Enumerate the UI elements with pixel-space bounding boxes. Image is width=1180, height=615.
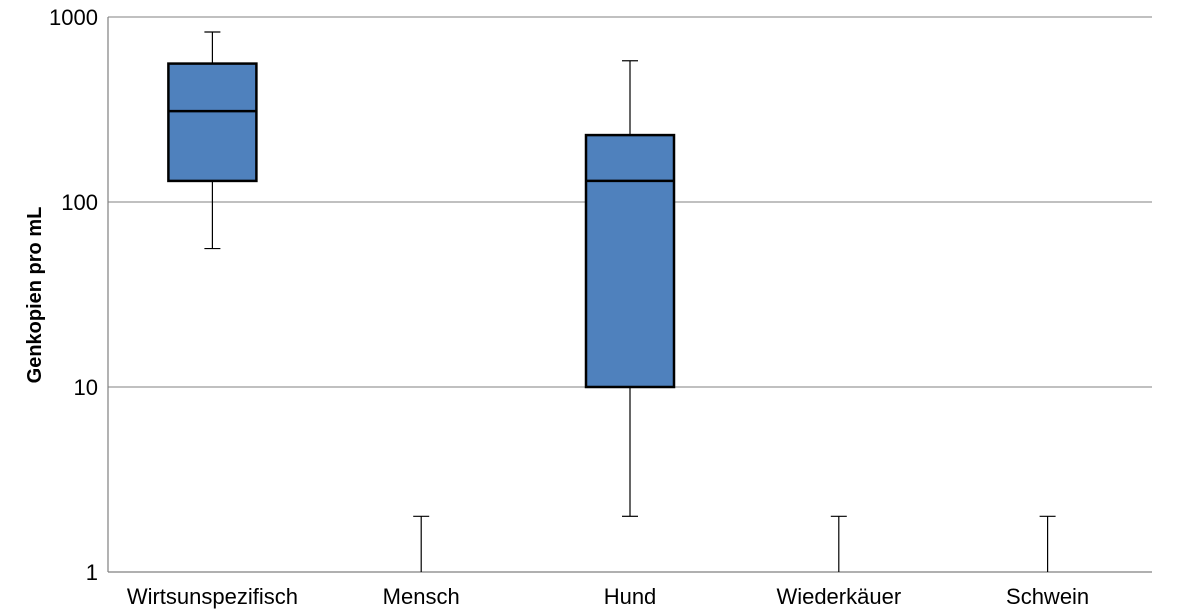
box-iqr (584, 133, 676, 389)
y-tick-label: 1 (86, 560, 98, 585)
box-iqr (167, 62, 258, 183)
x-tick-label: Schwein (1006, 584, 1089, 609)
x-tick-label: Wiederkäuer (776, 584, 901, 609)
y-tick-label: 100 (61, 190, 98, 215)
axes (107, 17, 1152, 573)
x-tick-label: Mensch (383, 584, 460, 609)
boxes (167, 31, 1056, 572)
labels: 1 10 100 1000 Wirtsunspezifisch Mensch Hund Wie… (49, 5, 1089, 609)
x-tick-label: Hund (604, 584, 657, 609)
y-tick-label: 10 (74, 375, 98, 400)
y-axis-title: Genkopien pro mL (24, 207, 46, 384)
y-tick-label: 1000 (49, 5, 98, 30)
x-tick-label: Wirtsunspezifisch (127, 584, 298, 609)
